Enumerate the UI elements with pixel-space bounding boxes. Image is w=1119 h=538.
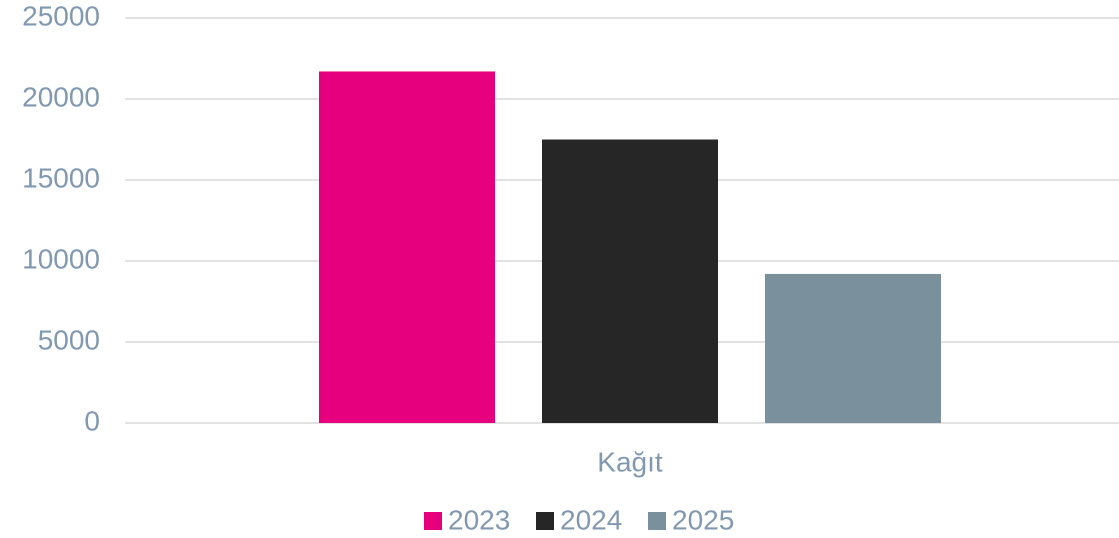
legend-swatch: [648, 512, 666, 530]
y-tick-label: 0: [84, 405, 100, 436]
y-tick-label: 10000: [22, 243, 100, 274]
bar: [765, 273, 941, 423]
legend-label: 2023: [448, 504, 510, 535]
y-tick-label: 5000: [38, 324, 100, 355]
y-tick-label: 15000: [22, 162, 100, 193]
legend-swatch: [424, 512, 442, 530]
bar: [319, 71, 495, 424]
y-tick-label: 25000: [22, 0, 100, 31]
y-tick-label: 20000: [22, 81, 100, 112]
x-tick-label: Kağıt: [597, 446, 663, 477]
legend-swatch: [536, 512, 554, 530]
bar: [542, 139, 718, 423]
legend-label: 2025: [672, 504, 734, 535]
legend-label: 2024: [560, 504, 622, 535]
